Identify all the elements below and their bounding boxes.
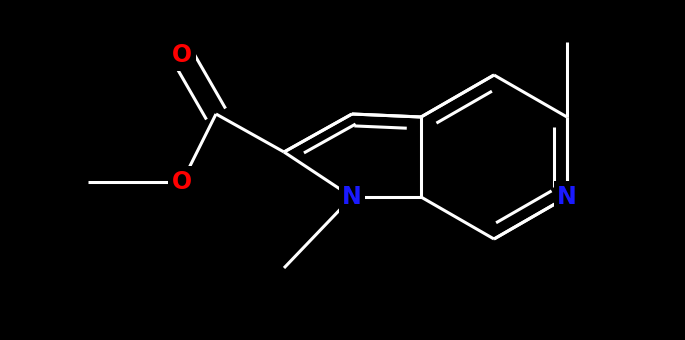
Text: N: N [557,185,577,209]
Text: O: O [172,170,192,194]
Text: O: O [172,43,192,67]
Text: N: N [342,185,362,209]
